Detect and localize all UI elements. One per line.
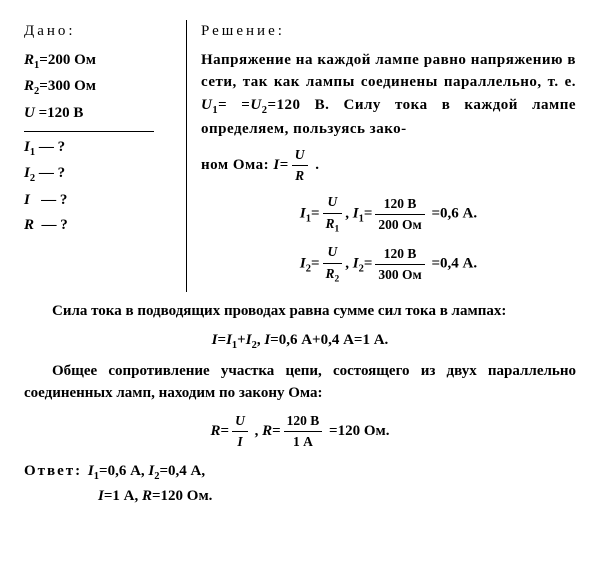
answer-block: Ответ: I1=0,6 А, I2=0,4 А, I=1 А, R=120 … bbox=[24, 460, 576, 507]
given-u: U =120 В bbox=[24, 102, 174, 125]
find-i: I — ? bbox=[24, 189, 174, 212]
frac-ur: UR bbox=[292, 145, 308, 187]
given-r1: R1=200 Ом bbox=[24, 49, 174, 74]
eq-i1: I1=UR1, I1=120 В200 Ом =0,6 А. bbox=[201, 192, 576, 236]
answer-label: Ответ: bbox=[24, 463, 88, 479]
answer-line2: I=1 А, R=120 Ом. bbox=[98, 485, 576, 508]
find-i2: I2 — ? bbox=[24, 162, 174, 187]
eq-total-i: I=I1+I2, I=0,6 А+0,4 А=1 А. bbox=[24, 329, 576, 354]
given-column: Дано: R1=200 Ом R2=300 Ом U =120 В I1 — … bbox=[24, 20, 187, 292]
find-r: R — ? bbox=[24, 214, 174, 237]
top-section: Дано: R1=200 Ом R2=300 Ом U =120 В I1 — … bbox=[24, 20, 576, 292]
eq-total-r: R=UI , R=120 В1 А =120 Ом. bbox=[24, 411, 576, 453]
solution-text: Напряжение на каждой лампе равно напряже… bbox=[201, 49, 576, 141]
solution-header: Решение: bbox=[201, 20, 576, 43]
ohm-line: ном Ома: I=UR . bbox=[201, 145, 576, 187]
para-sum-current: Сила тока в подводящих проводах равна су… bbox=[24, 300, 576, 323]
given-r2: R2=300 Ом bbox=[24, 75, 174, 100]
para-total-r: Общее сопротивление участка цепи, состоя… bbox=[24, 360, 576, 405]
solution-column: Решение: Напряжение на каждой лампе равн… bbox=[187, 20, 576, 292]
eq-i2: I2=UR2, I2=120 В300 Ом =0,4 А. bbox=[201, 242, 576, 286]
given-header: Дано: bbox=[24, 20, 174, 43]
find-i1: I1 — ? bbox=[24, 136, 174, 161]
given-rule bbox=[24, 131, 154, 132]
